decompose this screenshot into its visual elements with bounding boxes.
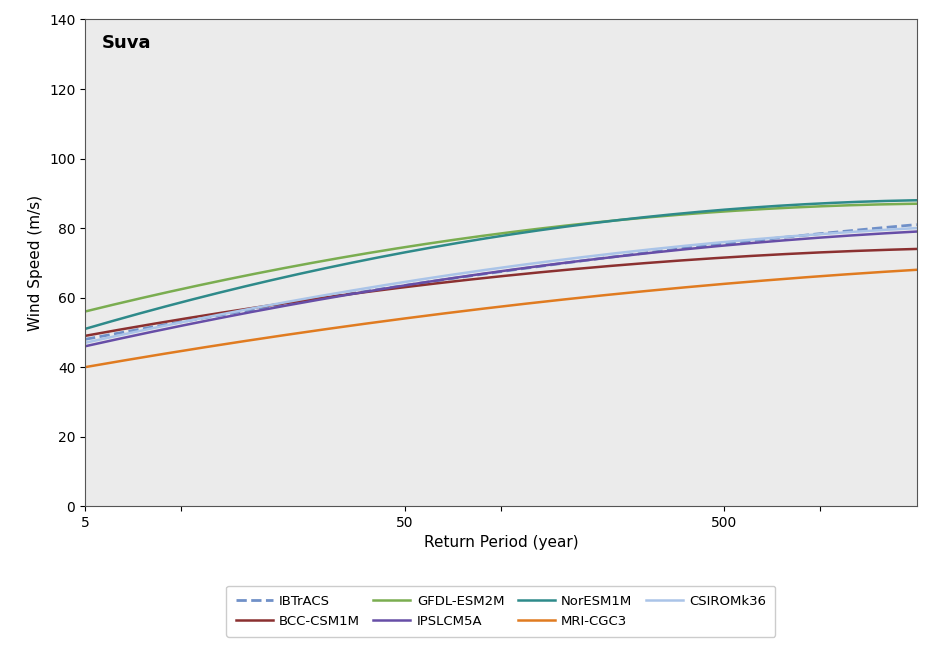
NorESM1M [910, 197, 921, 204]
CSIROMk36 [479, 266, 490, 274]
BCC-CSM1M [890, 245, 902, 253]
IPSLCM5A [574, 257, 585, 265]
CSIROMk36 [474, 267, 485, 275]
Line: CSIROMk36: CSIROMk36 [85, 228, 916, 343]
MRI-CGC3 [760, 276, 771, 284]
MRI-CGC3 [890, 267, 902, 275]
NorESM1M [474, 236, 485, 243]
IPSLCM5A [79, 343, 91, 350]
BCC-CSM1M [574, 265, 585, 273]
GFDL-ESM2M [529, 225, 540, 233]
GFDL-ESM2M [574, 220, 585, 228]
MRI-CGC3 [474, 305, 485, 313]
CSIROMk36 [760, 234, 771, 242]
Line: MRI-CGC3: MRI-CGC3 [85, 270, 916, 367]
GFDL-ESM2M [890, 200, 902, 208]
NorESM1M [479, 234, 490, 242]
MRI-CGC3 [79, 363, 91, 371]
GFDL-ESM2M [910, 200, 921, 208]
NorESM1M [79, 325, 91, 333]
NorESM1M [890, 197, 902, 204]
MRI-CGC3 [910, 266, 921, 274]
Y-axis label: Wind Speed (m/s): Wind Speed (m/s) [28, 195, 43, 331]
GFDL-ESM2M [760, 205, 771, 213]
IBTrACS [890, 223, 902, 230]
CSIROMk36 [890, 225, 902, 233]
IBTrACS [760, 236, 771, 243]
CSIROMk36 [574, 254, 585, 262]
IPSLCM5A [474, 270, 485, 278]
Line: IPSLCM5A: IPSLCM5A [85, 232, 916, 347]
BCC-CSM1M [529, 269, 540, 276]
IPSLCM5A [479, 269, 490, 277]
BCC-CSM1M [79, 332, 91, 340]
NorESM1M [529, 227, 540, 235]
NorESM1M [760, 202, 771, 210]
IPSLCM5A [910, 228, 921, 236]
GFDL-ESM2M [479, 232, 490, 239]
MRI-CGC3 [479, 304, 490, 312]
IBTrACS [479, 270, 490, 278]
IPSLCM5A [529, 263, 540, 271]
IBTrACS [574, 257, 585, 265]
IBTrACS [474, 271, 485, 278]
CSIROMk36 [910, 224, 921, 232]
IPSLCM5A [760, 238, 771, 246]
IBTrACS [529, 263, 540, 271]
Line: IBTrACS: IBTrACS [85, 225, 916, 339]
MRI-CGC3 [529, 299, 540, 306]
IBTrACS [79, 336, 91, 343]
GFDL-ESM2M [474, 232, 485, 240]
CSIROMk36 [79, 339, 91, 347]
BCC-CSM1M [760, 251, 771, 259]
CSIROMk36 [529, 259, 540, 267]
BCC-CSM1M [479, 274, 490, 282]
Line: BCC-CSM1M: BCC-CSM1M [85, 249, 916, 336]
X-axis label: Return Period (year): Return Period (year) [423, 535, 578, 550]
NorESM1M [574, 221, 585, 228]
Legend: IBTrACS, BCC-CSM1M, GFDL-ESM2M, IPSLCM5A, NorESM1M, MRI-CGC3, CSIROMk36: IBTrACS, BCC-CSM1M, GFDL-ESM2M, IPSLCM5A… [227, 586, 774, 637]
Line: NorESM1M: NorESM1M [85, 201, 916, 329]
GFDL-ESM2M [79, 308, 91, 315]
MRI-CGC3 [574, 294, 585, 302]
BCC-CSM1M [474, 275, 485, 282]
IBTrACS [910, 221, 921, 228]
IPSLCM5A [890, 228, 902, 236]
BCC-CSM1M [910, 245, 921, 253]
Text: Suva: Suva [102, 34, 151, 52]
Line: GFDL-ESM2M: GFDL-ESM2M [85, 204, 916, 312]
